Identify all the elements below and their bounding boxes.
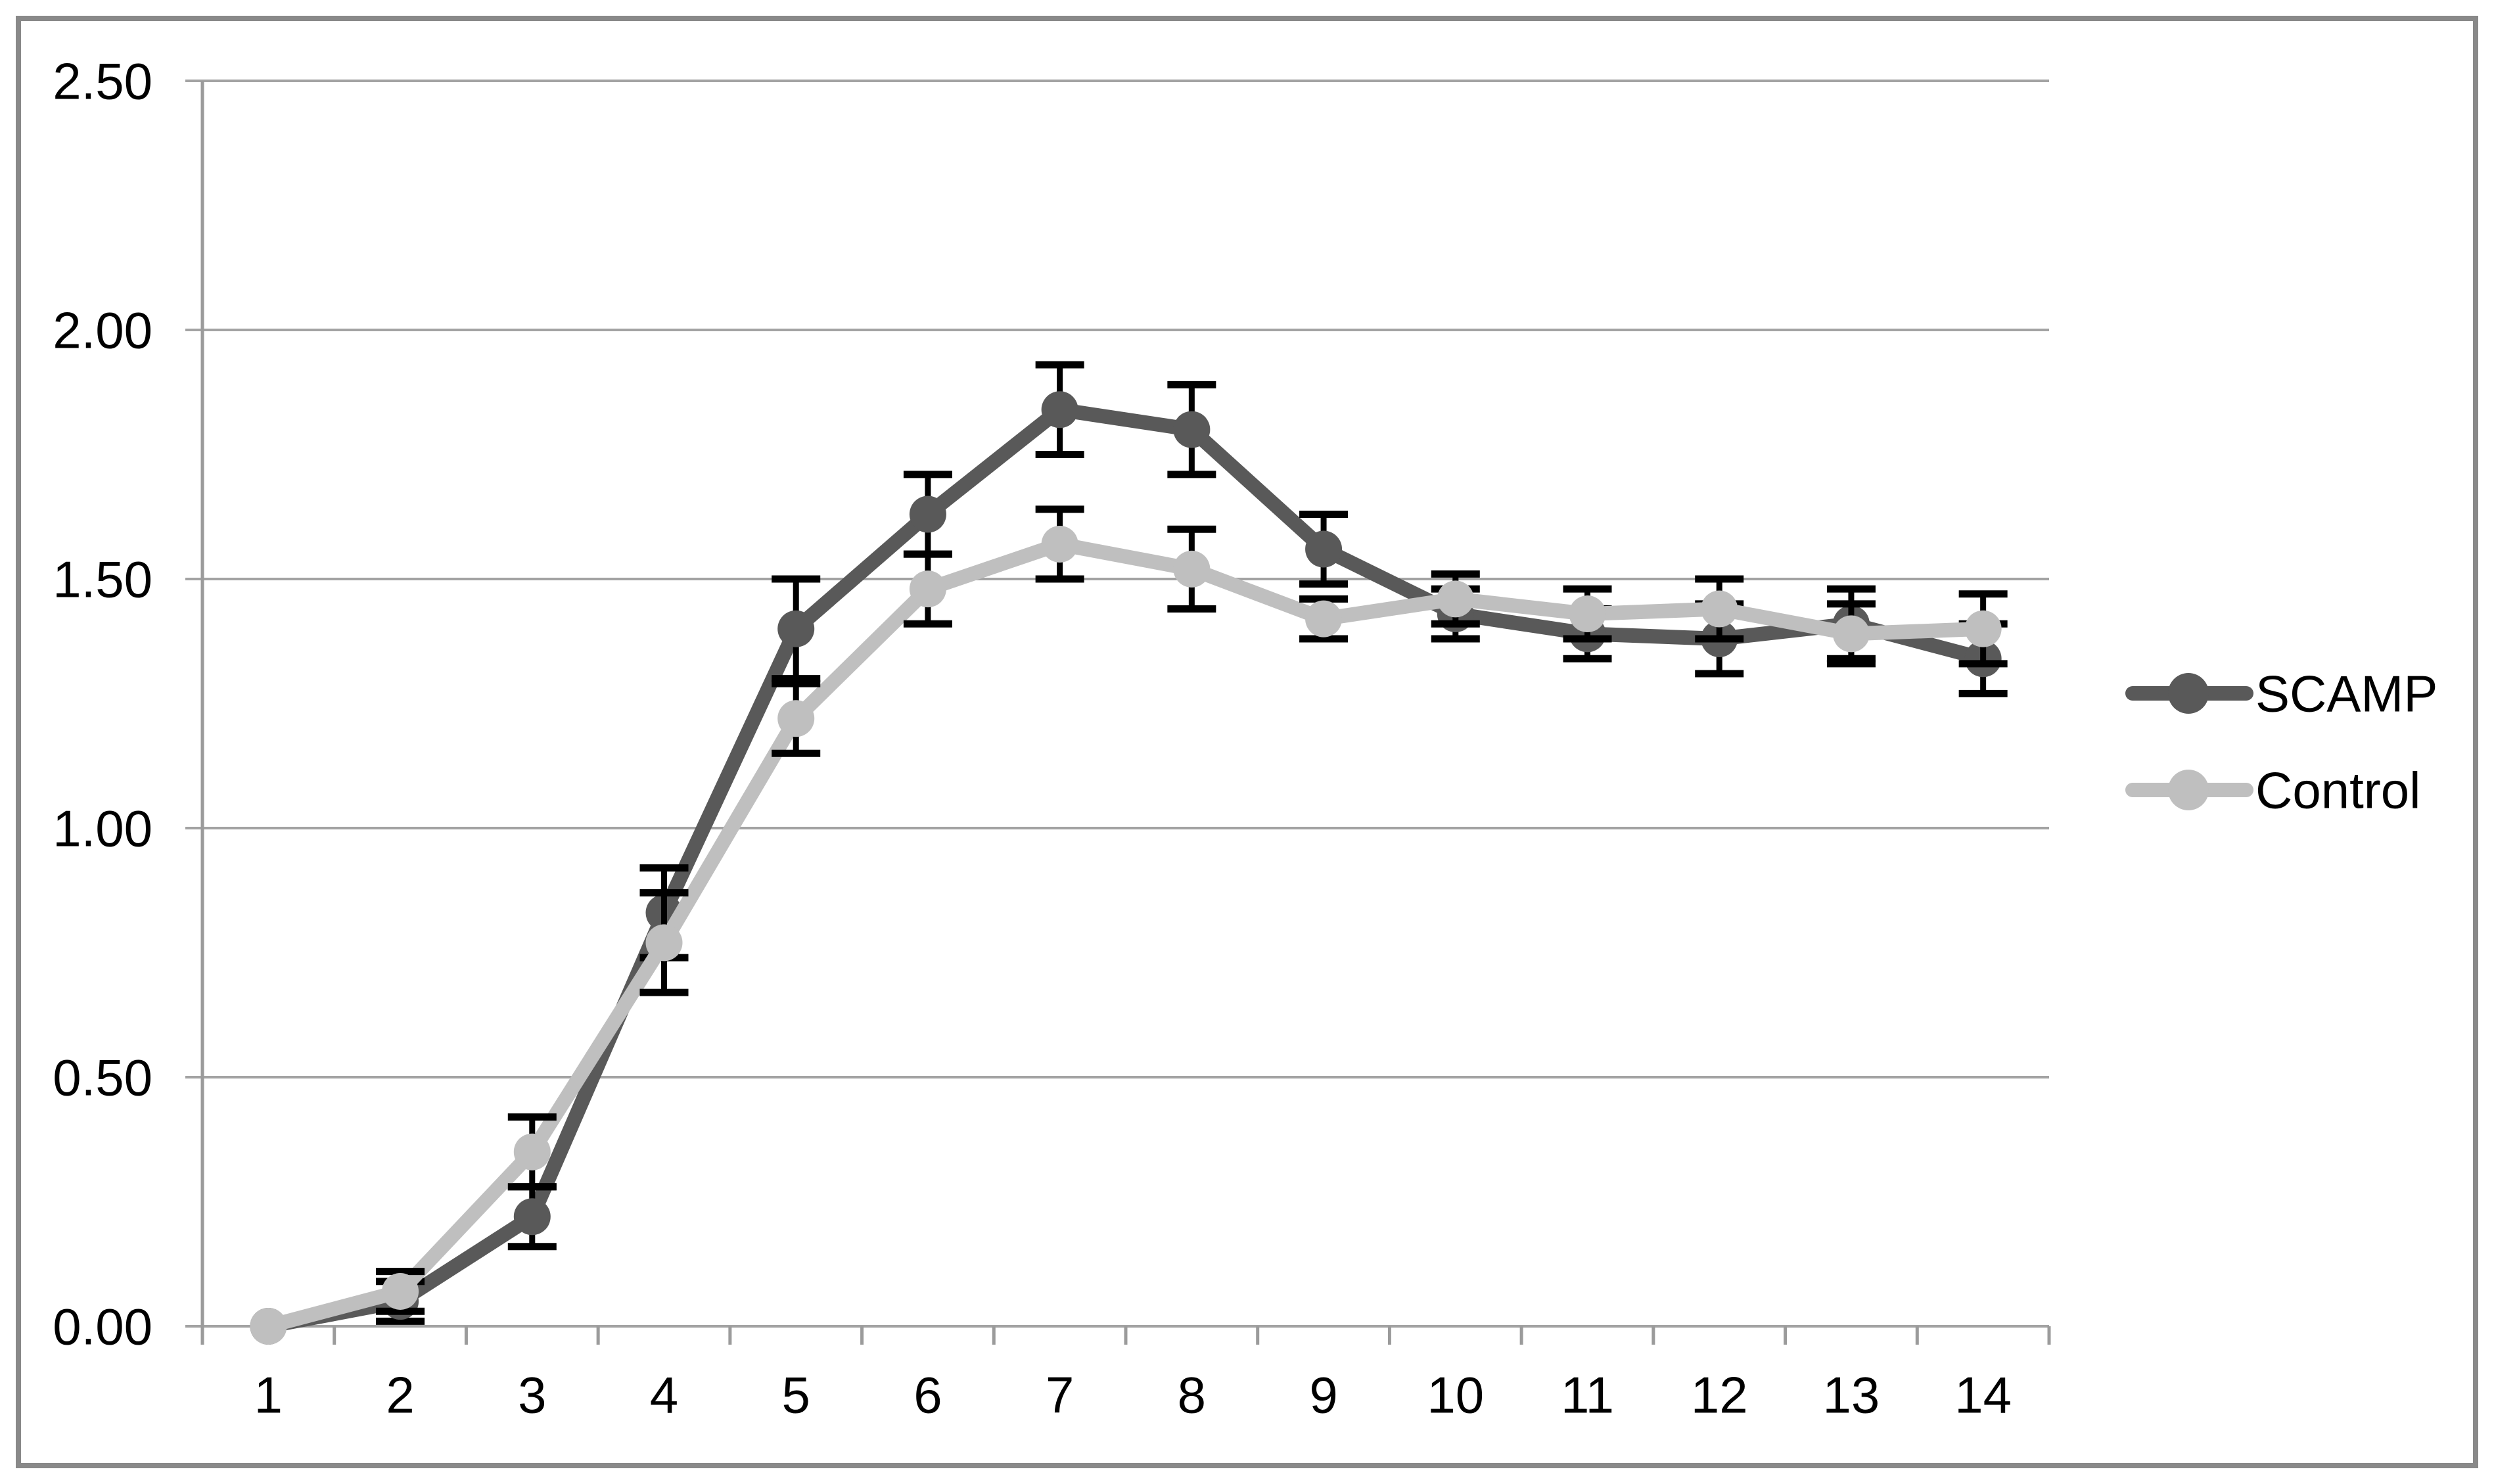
data-point-marker [1832,615,1870,653]
x-category-label: 2 [386,1366,414,1424]
legend-item-control: Control [2125,761,2420,819]
data-point-marker [1173,411,1211,448]
data-point-marker [513,1198,551,1236]
data-point-marker [513,1133,551,1171]
x-category-label: 14 [1954,1366,2012,1424]
x-category-label: 10 [1427,1366,1484,1424]
legend-item-scamp: SCAMP [2125,664,2437,722]
data-point-marker [1173,550,1211,588]
x-category-label: 3 [518,1366,546,1424]
chart-frame [16,16,2478,1468]
data-point-marker [1437,580,1474,618]
data-point-marker [1701,590,1738,628]
legend-label: Control [2255,761,2420,819]
series-control [250,505,2008,1345]
data-point-marker [1569,595,1606,633]
x-category-label: 13 [1823,1366,1880,1424]
data-point-marker [1305,600,1343,638]
y-tick-label: 0.00 [53,1297,152,1355]
legend: SCAMP Control [2125,664,2437,819]
data-point-marker [250,1308,287,1345]
y-tick-label: 2.00 [53,301,152,359]
data-point-marker [777,700,815,737]
x-category-label: 6 [913,1366,942,1424]
data-point-marker [909,496,946,533]
x-category-label: 11 [1561,1366,1614,1424]
x-category-label: 8 [1178,1366,1206,1424]
data-point-marker [1964,610,2002,647]
data-point-marker [645,924,683,962]
label-layer: 0.000.501.001.502.002.501 2 3 4 5 6 7 8 9 10 11 12 1… [53,52,2012,1424]
data-point-marker [909,570,946,608]
x-category-label: 5 [782,1366,810,1424]
y-tick-label: 2.50 [53,52,152,110]
y-tick-label: 0.50 [53,1048,152,1106]
data-point-marker [777,610,815,647]
data-point-marker [1305,530,1343,568]
x-category-label: 12 [1691,1366,1748,1424]
axis-layer [200,81,2051,1345]
legend-marker-icon [2168,770,2209,810]
x-category-label: 9 [1309,1366,1337,1424]
series-layer [250,361,2008,1345]
grid-layer [185,80,2049,1328]
y-tick-label: 1.50 [53,550,152,608]
series-scamp [250,361,2008,1345]
y-tick-label: 1.00 [53,799,152,857]
chart-border [16,16,2478,1468]
x-category-label: 1 [254,1366,283,1424]
data-point-marker [382,1272,419,1310]
legend-marker-icon [2168,673,2209,714]
x-category-label: 4 [650,1366,678,1424]
data-point-marker [1041,391,1078,429]
x-category-label: 7 [1046,1366,1074,1424]
data-point-marker [1041,525,1078,563]
legend-label: SCAMP [2255,664,2437,722]
